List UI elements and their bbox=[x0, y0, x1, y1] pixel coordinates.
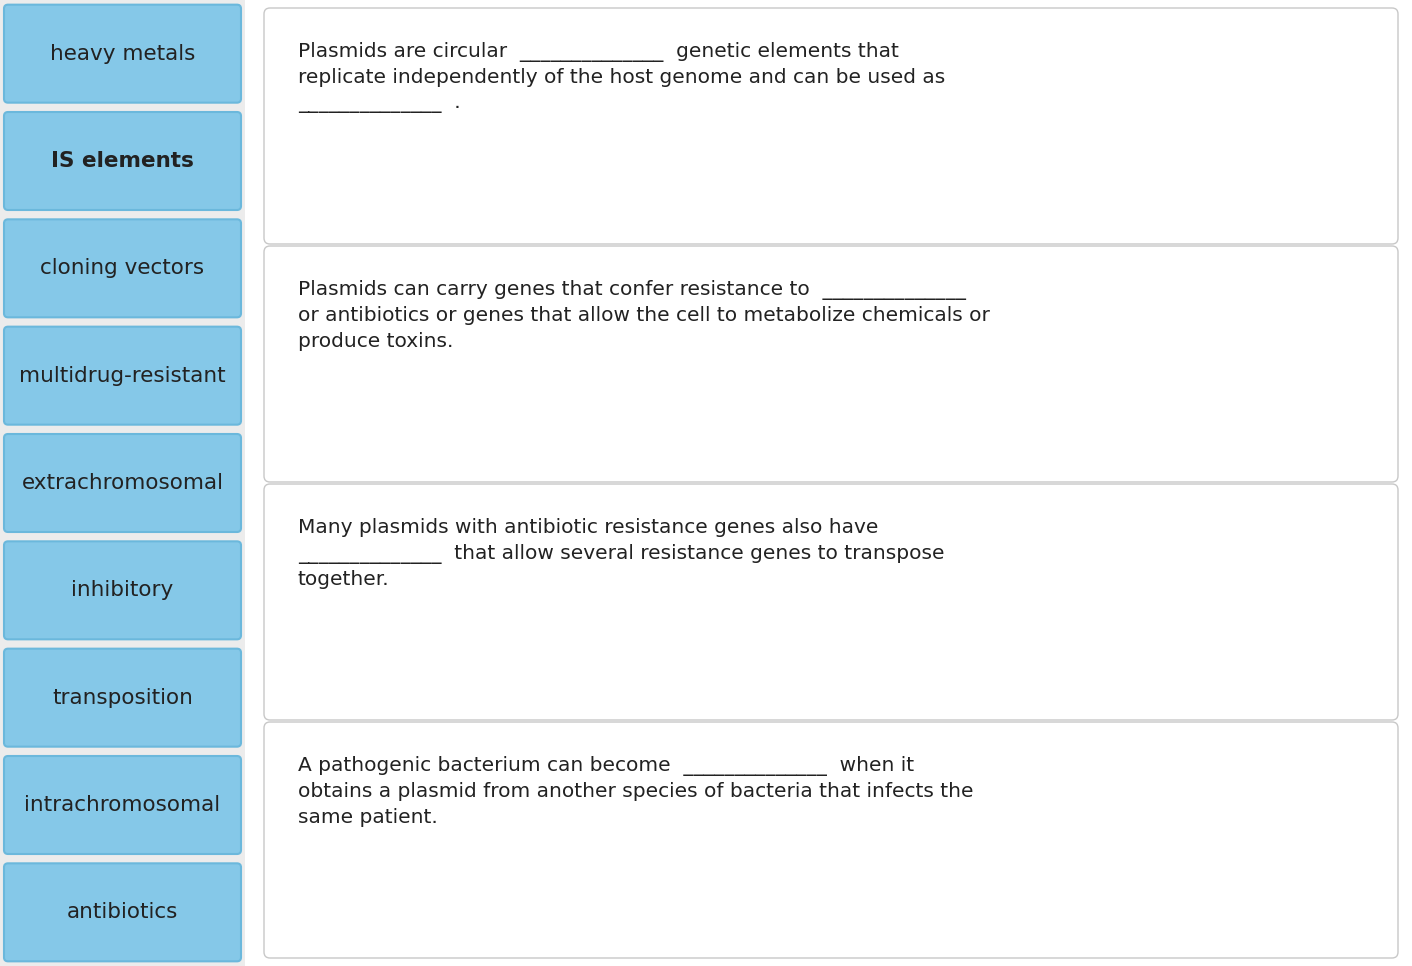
FancyBboxPatch shape bbox=[264, 246, 1398, 482]
FancyBboxPatch shape bbox=[4, 864, 241, 961]
Text: together.: together. bbox=[298, 570, 390, 589]
FancyBboxPatch shape bbox=[0, 0, 246, 966]
Text: IS elements: IS elements bbox=[51, 151, 193, 171]
Text: or antibiotics or genes that allow the cell to metabolize chemicals or: or antibiotics or genes that allow the c… bbox=[298, 306, 990, 325]
Text: same patient.: same patient. bbox=[298, 808, 438, 827]
Text: A pathogenic bacterium can become  ______________  when it: A pathogenic bacterium can become ______… bbox=[298, 756, 914, 776]
FancyBboxPatch shape bbox=[264, 8, 1398, 244]
FancyBboxPatch shape bbox=[4, 112, 241, 210]
Text: multidrug-resistant: multidrug-resistant bbox=[20, 366, 226, 385]
Text: heavy metals: heavy metals bbox=[49, 43, 195, 64]
Text: ______________  that allow several resistance genes to transpose: ______________ that allow several resist… bbox=[298, 544, 945, 564]
Text: inhibitory: inhibitory bbox=[72, 581, 174, 600]
Text: obtains a plasmid from another species of bacteria that infects the: obtains a plasmid from another species o… bbox=[298, 782, 973, 801]
FancyBboxPatch shape bbox=[4, 756, 241, 854]
Text: cloning vectors: cloning vectors bbox=[41, 258, 205, 278]
FancyBboxPatch shape bbox=[4, 434, 241, 532]
Text: Plasmids can carry genes that confer resistance to  ______________: Plasmids can carry genes that confer res… bbox=[298, 280, 966, 300]
FancyBboxPatch shape bbox=[4, 219, 241, 318]
FancyBboxPatch shape bbox=[264, 722, 1398, 958]
Text: transposition: transposition bbox=[52, 688, 193, 708]
FancyBboxPatch shape bbox=[4, 5, 241, 102]
FancyBboxPatch shape bbox=[264, 484, 1398, 720]
Text: Plasmids are circular  ______________  genetic elements that: Plasmids are circular ______________ gen… bbox=[298, 42, 899, 62]
Text: antibiotics: antibiotics bbox=[66, 902, 178, 923]
Text: replicate independently of the host genome and can be used as: replicate independently of the host geno… bbox=[298, 68, 945, 87]
Text: intrachromosomal: intrachromosomal bbox=[24, 795, 220, 815]
FancyBboxPatch shape bbox=[4, 327, 241, 425]
FancyBboxPatch shape bbox=[4, 541, 241, 639]
Text: produce toxins.: produce toxins. bbox=[298, 332, 453, 351]
Text: ______________  .: ______________ . bbox=[298, 94, 460, 113]
Text: extrachromosomal: extrachromosomal bbox=[21, 473, 223, 493]
FancyBboxPatch shape bbox=[4, 648, 241, 747]
Text: Many plasmids with antibiotic resistance genes also have: Many plasmids with antibiotic resistance… bbox=[298, 518, 878, 537]
